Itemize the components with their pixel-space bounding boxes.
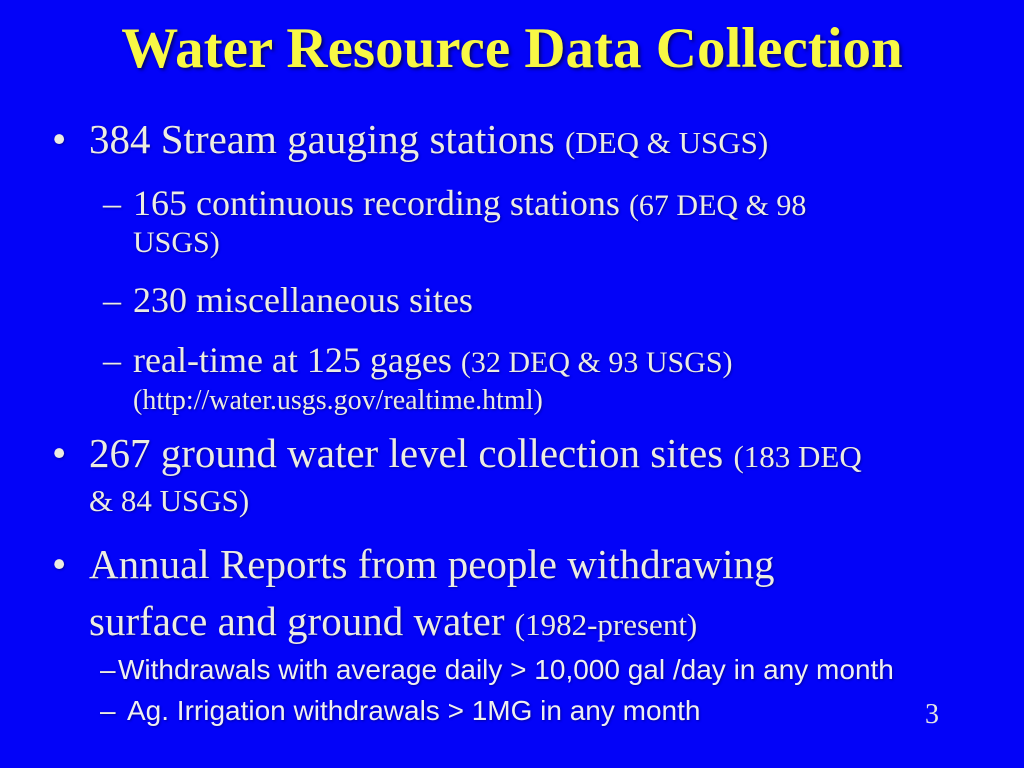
- bullet-paren: (DEQ & USGS): [565, 125, 769, 160]
- subbullet-text: 165 continuous recording stations: [133, 183, 629, 223]
- subbullet-paren: (67 DEQ & 98: [628, 189, 807, 222]
- slide-title: Water Resource Data Collection: [121, 17, 903, 80]
- dash-icon: –: [100, 695, 116, 726]
- dash-icon: –: [103, 280, 121, 320]
- bullet-dot-icon: •: [52, 116, 67, 162]
- bullet-dot-icon: •: [52, 541, 67, 587]
- bullet-paren-wrap: & 84 USGS): [89, 483, 250, 518]
- bullet-text: 267 ground water level collection sites: [89, 430, 734, 476]
- bullet-groundwater-sites-wrap: & 84 USGS): [89, 485, 249, 516]
- realtime-url-text: (http://water.usgs.gov/realtime.html): [133, 385, 543, 416]
- bullet-annual-reports-wrap: surface and ground water (1982-present): [89, 601, 697, 642]
- subbullet-ag-irrigation: – Ag. Irrigation withdrawals > 1MG in any…: [100, 697, 700, 725]
- subbullet-realtime-gages: – real-time at 125 gages (32 DEQ & 93 USG…: [103, 342, 733, 378]
- subbullet-continuous-stations-wrap: USGS): [133, 228, 220, 258]
- subbullet-text: Withdrawals with average daily > 10,000 …: [118, 654, 894, 685]
- bullet-groundwater-sites: • 267 ground water level collection sites…: [52, 433, 862, 474]
- bullet-annual-reports: • Annual Reports from people withdrawing: [52, 544, 774, 585]
- bullet-paren: (1982-present): [514, 607, 698, 642]
- subbullet-realtime-url: (http://water.usgs.gov/realtime.html): [133, 387, 543, 415]
- page-number: 3: [925, 699, 939, 730]
- bullet-text-wrap: surface and ground water: [89, 598, 515, 644]
- subbullet-paren-wrap: USGS): [133, 226, 220, 259]
- subbullet-text: Ag. Irrigation withdrawals > 1MG in any …: [127, 695, 701, 726]
- dash-icon: –: [103, 340, 121, 380]
- bullet-text: 384 Stream gauging stations: [89, 116, 566, 162]
- bullet-dot-icon: •: [52, 430, 67, 476]
- subbullet-text: 230 miscellaneous sites: [133, 280, 473, 320]
- subbullet-text: real-time at 125 gages: [133, 340, 461, 380]
- subbullet-continuous-stations: –165 continuous recording stations (67 D…: [103, 185, 806, 221]
- dash-icon: –: [103, 183, 121, 223]
- dash-icon: –: [100, 654, 116, 685]
- bullet-stream-gauging: • 384 Stream gauging stations (DEQ & USGS…: [52, 119, 768, 160]
- bullet-paren: (183 DEQ: [733, 439, 862, 474]
- subbullet-miscellaneous-sites: –230 miscellaneous sites: [103, 282, 473, 318]
- subbullet-withdrawals-daily: –Withdrawals with average daily > 10,000…: [100, 656, 894, 684]
- bullet-text: Annual Reports from people withdrawing: [89, 541, 775, 587]
- subbullet-paren: (32 DEQ & 93 USGS): [460, 346, 733, 379]
